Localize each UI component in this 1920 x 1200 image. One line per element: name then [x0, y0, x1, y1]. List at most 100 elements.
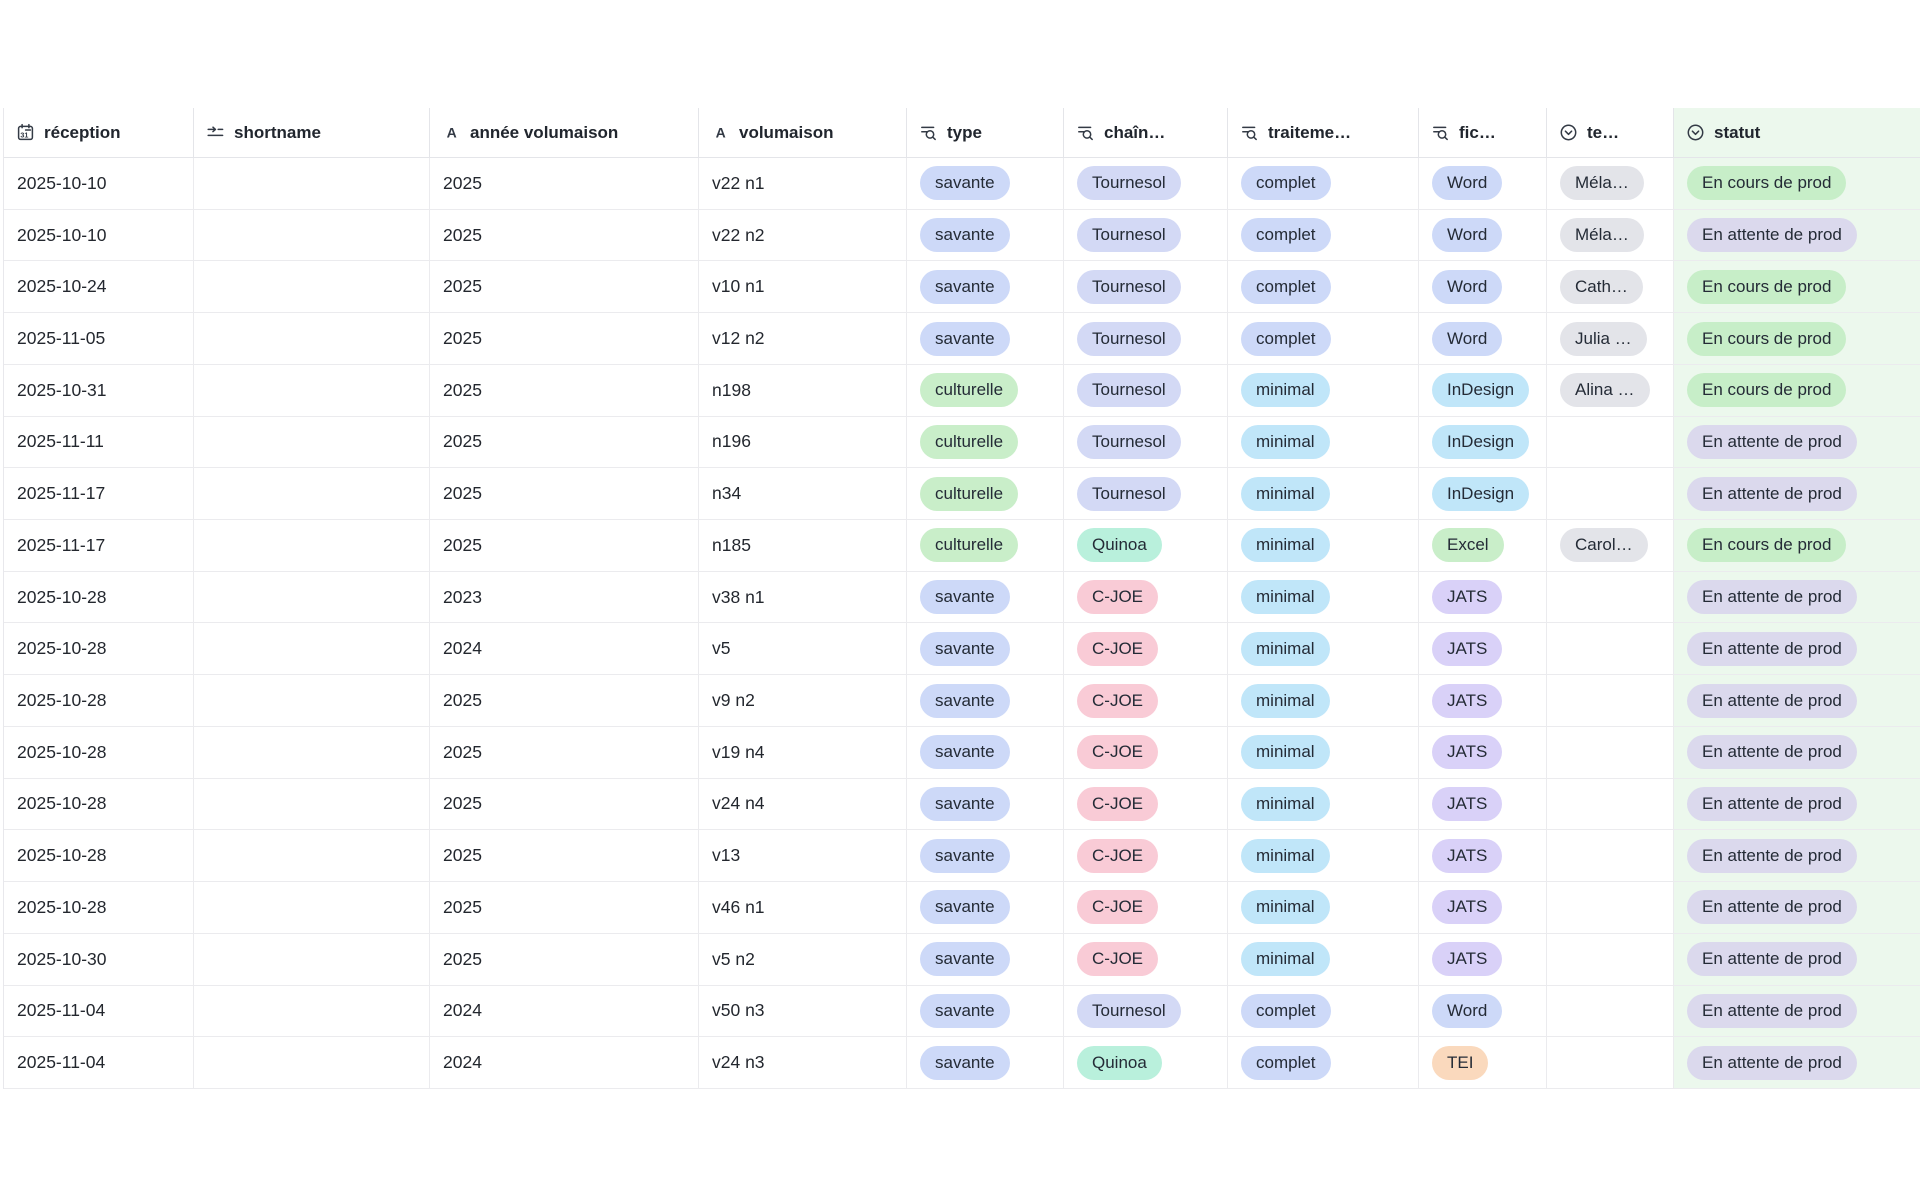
cell-traitement[interactable]: minimal [1228, 520, 1419, 572]
cell-shortname[interactable] [194, 571, 430, 624]
cell-fichier[interactable]: JATS [1419, 778, 1547, 831]
column-header-reception[interactable]: 31 réception [4, 108, 194, 158]
cell-technicien[interactable] [1547, 778, 1674, 831]
cell-traitement[interactable]: minimal [1228, 468, 1419, 521]
cell-fichier[interactable]: Word [1419, 158, 1547, 210]
cell-fichier[interactable]: JATS [1419, 830, 1547, 883]
cell-fichier[interactable]: Word [1419, 209, 1547, 262]
cell-chaine[interactable]: Tournesol [1064, 468, 1228, 521]
cell-type[interactable]: savante [907, 726, 1064, 779]
cell-volumaison[interactable]: v13 [699, 830, 907, 883]
cell-reception[interactable]: 2025-10-24 [4, 261, 194, 314]
cell-annee[interactable]: 2025 [430, 520, 699, 572]
cell-reception[interactable]: 2025-10-31 [4, 364, 194, 417]
cell-type[interactable]: savante [907, 623, 1064, 676]
cell-annee[interactable]: 2024 [430, 985, 699, 1038]
cell-type[interactable]: savante [907, 882, 1064, 934]
cell-statut[interactable]: En cours de prod [1674, 313, 1920, 365]
cell-technicien[interactable] [1547, 675, 1674, 727]
cell-annee[interactable]: 2025 [430, 726, 699, 779]
cell-volumaison[interactable]: n198 [699, 364, 907, 417]
cell-volumaison[interactable]: v50 n3 [699, 985, 907, 1038]
cell-type[interactable]: savante [907, 261, 1064, 314]
cell-shortname[interactable] [194, 520, 430, 572]
cell-technicien[interactable] [1547, 882, 1674, 934]
cell-type[interactable]: culturelle [907, 416, 1064, 469]
cell-volumaison[interactable]: v19 n4 [699, 726, 907, 779]
cell-fichier[interactable]: JATS [1419, 882, 1547, 934]
cell-traitement[interactable]: minimal [1228, 726, 1419, 779]
cell-traitement[interactable]: minimal [1228, 416, 1419, 469]
cell-statut[interactable]: En attente de prod [1674, 830, 1920, 883]
cell-volumaison[interactable]: v5 [699, 623, 907, 676]
cell-traitement[interactable]: minimal [1228, 778, 1419, 831]
cell-volumaison[interactable]: v5 n2 [699, 933, 907, 986]
cell-technicien[interactable] [1547, 933, 1674, 986]
cell-fichier[interactable]: Excel [1419, 520, 1547, 572]
column-header-technicien[interactable]: te… [1547, 108, 1674, 158]
cell-type[interactable]: culturelle [907, 364, 1064, 417]
cell-reception[interactable]: 2025-11-04 [4, 985, 194, 1038]
column-header-traitement[interactable]: traiteme… [1228, 108, 1419, 158]
cell-shortname[interactable] [194, 726, 430, 779]
cell-technicien[interactable]: Julia … [1547, 313, 1674, 365]
cell-annee[interactable]: 2024 [430, 1037, 699, 1089]
cell-shortname[interactable] [194, 158, 430, 210]
cell-reception[interactable]: 2025-10-28 [4, 675, 194, 727]
cell-volumaison[interactable]: v22 n2 [699, 209, 907, 262]
cell-type[interactable]: savante [907, 778, 1064, 831]
cell-chaine[interactable]: C-JOE [1064, 623, 1228, 676]
cell-chaine[interactable]: C-JOE [1064, 675, 1228, 727]
cell-volumaison[interactable]: n196 [699, 416, 907, 469]
cell-chaine[interactable]: Tournesol [1064, 313, 1228, 365]
cell-chaine[interactable]: Tournesol [1064, 158, 1228, 210]
cell-volumaison[interactable]: v38 n1 [699, 571, 907, 624]
cell-statut[interactable]: En attente de prod [1674, 1037, 1920, 1089]
cell-fichier[interactable]: Word [1419, 985, 1547, 1038]
cell-reception[interactable]: 2025-10-10 [4, 158, 194, 210]
cell-statut[interactable]: En attente de prod [1674, 571, 1920, 624]
cell-statut[interactable]: En attente de prod [1674, 468, 1920, 521]
cell-statut[interactable]: En attente de prod [1674, 209, 1920, 262]
cell-annee[interactable]: 2025 [430, 416, 699, 469]
column-header-fichier[interactable]: fic… [1419, 108, 1547, 158]
cell-chaine[interactable]: C-JOE [1064, 933, 1228, 986]
cell-annee[interactable]: 2023 [430, 571, 699, 624]
cell-annee[interactable]: 2025 [430, 830, 699, 883]
cell-technicien[interactable] [1547, 416, 1674, 469]
cell-reception[interactable]: 2025-10-28 [4, 623, 194, 676]
cell-shortname[interactable] [194, 882, 430, 934]
cell-fichier[interactable]: TEI [1419, 1037, 1547, 1089]
cell-volumaison[interactable]: v24 n4 [699, 778, 907, 831]
cell-annee[interactable]: 2025 [430, 675, 699, 727]
cell-shortname[interactable] [194, 985, 430, 1038]
cell-chaine[interactable]: Tournesol [1064, 209, 1228, 262]
cell-reception[interactable]: 2025-10-28 [4, 830, 194, 883]
cell-technicien[interactable] [1547, 468, 1674, 521]
cell-traitement[interactable]: minimal [1228, 933, 1419, 986]
cell-shortname[interactable] [194, 261, 430, 314]
cell-technicien[interactable] [1547, 571, 1674, 624]
cell-chaine[interactable]: Quinoa [1064, 1037, 1228, 1089]
cell-volumaison[interactable]: v24 n3 [699, 1037, 907, 1089]
cell-type[interactable]: culturelle [907, 468, 1064, 521]
cell-fichier[interactable]: Word [1419, 261, 1547, 314]
cell-reception[interactable]: 2025-10-28 [4, 571, 194, 624]
cell-reception[interactable]: 2025-11-11 [4, 416, 194, 469]
cell-technicien[interactable] [1547, 830, 1674, 883]
cell-annee[interactable]: 2025 [430, 158, 699, 210]
cell-reception[interactable]: 2025-10-30 [4, 933, 194, 986]
cell-traitement[interactable]: complet [1228, 209, 1419, 262]
cell-type[interactable]: savante [907, 313, 1064, 365]
cell-type[interactable]: savante [907, 209, 1064, 262]
cell-statut[interactable]: En attente de prod [1674, 933, 1920, 986]
cell-reception[interactable]: 2025-11-04 [4, 1037, 194, 1089]
cell-shortname[interactable] [194, 778, 430, 831]
cell-technicien[interactable] [1547, 726, 1674, 779]
cell-chaine[interactable]: Quinoa [1064, 520, 1228, 572]
cell-shortname[interactable] [194, 623, 430, 676]
cell-type[interactable]: savante [907, 985, 1064, 1038]
cell-volumaison[interactable]: v46 n1 [699, 882, 907, 934]
cell-technicien[interactable]: Cath… [1547, 261, 1674, 314]
cell-fichier[interactable]: JATS [1419, 933, 1547, 986]
